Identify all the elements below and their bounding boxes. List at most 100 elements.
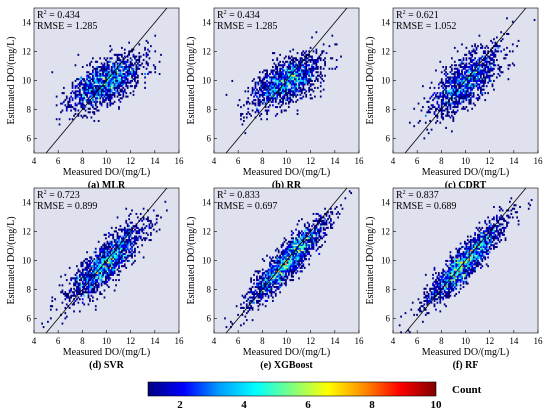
density-cell bbox=[477, 74, 479, 77]
density-cell bbox=[312, 232, 315, 235]
density-cell bbox=[267, 294, 270, 297]
density-cell bbox=[122, 265, 125, 268]
panel-caption: (e) XGBoost bbox=[260, 360, 313, 371]
density-cell bbox=[110, 67, 113, 70]
density-cell bbox=[81, 83, 84, 86]
density-cell bbox=[468, 76, 471, 79]
density-cell bbox=[459, 86, 462, 89]
density-cell bbox=[498, 233, 501, 236]
density-cell bbox=[456, 277, 459, 280]
density-cell bbox=[76, 282, 78, 285]
density-cell bbox=[466, 272, 469, 275]
density-cell bbox=[64, 99, 67, 102]
density-cell bbox=[280, 259, 283, 262]
density-cell bbox=[106, 76, 109, 79]
density-cell bbox=[261, 303, 264, 306]
density-cell bbox=[89, 261, 91, 264]
density-cell bbox=[426, 301, 429, 304]
density-cell bbox=[105, 88, 107, 91]
density-cell bbox=[121, 258, 123, 261]
density-cell bbox=[325, 52, 328, 55]
density-cell bbox=[469, 83, 472, 86]
density-cell bbox=[80, 102, 83, 105]
density-cell bbox=[282, 71, 284, 74]
density-cell bbox=[267, 275, 270, 278]
density-cell bbox=[80, 114, 83, 117]
density-cell bbox=[469, 67, 472, 70]
density-cell bbox=[282, 88, 284, 91]
y-axis-label: Estimated DO/(mg/L) bbox=[186, 36, 197, 124]
density-cell bbox=[495, 228, 498, 231]
density-cell bbox=[445, 100, 447, 103]
density-cell bbox=[458, 258, 460, 261]
density-cell bbox=[122, 258, 125, 261]
density-cell bbox=[488, 240, 491, 243]
density-cell bbox=[290, 273, 293, 276]
density-cell bbox=[106, 102, 109, 105]
density-cell bbox=[126, 240, 129, 243]
density-cell bbox=[103, 242, 106, 245]
density-cell bbox=[74, 279, 77, 282]
density-cell bbox=[279, 268, 281, 271]
density-cell bbox=[276, 69, 279, 72]
density-cell bbox=[83, 277, 86, 280]
density-cell bbox=[80, 83, 83, 86]
density-cell bbox=[94, 85, 97, 88]
density-cell bbox=[97, 273, 100, 276]
density-cell bbox=[154, 50, 157, 53]
density-cell bbox=[461, 277, 463, 280]
density-cell bbox=[266, 299, 268, 302]
density-cell bbox=[132, 240, 135, 243]
density-cell bbox=[449, 279, 452, 282]
density-cell bbox=[449, 102, 452, 105]
density-cell bbox=[89, 78, 91, 81]
density-cell bbox=[312, 230, 315, 233]
density-cell bbox=[301, 261, 303, 264]
density-cell bbox=[105, 66, 107, 69]
density-cell bbox=[430, 128, 433, 131]
density-cell bbox=[287, 88, 290, 91]
density-cell bbox=[461, 66, 463, 69]
density-cell bbox=[74, 79, 77, 82]
density-cell bbox=[453, 286, 456, 289]
density-cell bbox=[493, 223, 495, 226]
density-cell bbox=[118, 106, 120, 109]
density-cell bbox=[261, 284, 264, 287]
density-cell bbox=[250, 93, 252, 96]
density-cell bbox=[293, 76, 296, 79]
density-cell bbox=[458, 263, 460, 266]
density-cell bbox=[445, 97, 447, 100]
density-cell bbox=[301, 254, 303, 257]
density-cell bbox=[276, 247, 279, 250]
density-cell bbox=[475, 78, 478, 81]
density-cell bbox=[448, 292, 450, 296]
density-cell bbox=[453, 97, 456, 100]
density-cell bbox=[292, 48, 295, 51]
density-cell bbox=[456, 109, 459, 112]
density-cell bbox=[286, 265, 289, 268]
density-cell bbox=[100, 102, 103, 105]
density-cell bbox=[245, 303, 248, 306]
density-cell bbox=[459, 81, 462, 84]
density-cell bbox=[472, 237, 475, 240]
density-cell bbox=[494, 246, 497, 249]
density-cell bbox=[464, 92, 466, 95]
density-cell bbox=[437, 104, 440, 107]
density-cell bbox=[257, 104, 260, 107]
density-cell bbox=[100, 74, 103, 77]
density-cell bbox=[107, 279, 110, 282]
density-cell bbox=[128, 50, 130, 53]
density-cell bbox=[437, 279, 440, 282]
density-cell bbox=[488, 67, 491, 70]
density-cell bbox=[112, 261, 115, 264]
density-cell bbox=[273, 270, 276, 273]
density-cell bbox=[305, 81, 308, 84]
density-cell bbox=[73, 287, 75, 290]
density-cell bbox=[504, 237, 507, 240]
density-cell bbox=[147, 218, 149, 221]
density-cell bbox=[491, 235, 494, 238]
density-cell bbox=[266, 270, 268, 273]
density-cell bbox=[426, 284, 429, 287]
density-cell bbox=[90, 272, 93, 275]
density-cell bbox=[118, 81, 120, 84]
